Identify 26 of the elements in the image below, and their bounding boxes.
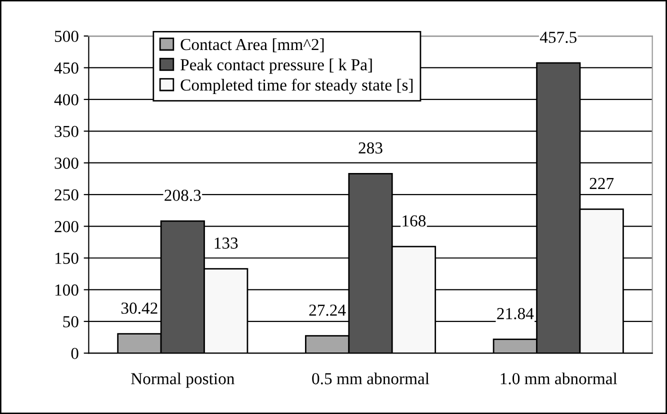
data-label: 208.3 — [164, 190, 201, 202]
y-tick-label: 400 — [54, 94, 78, 106]
y-tick-label: 150 — [55, 252, 78, 264]
y-tick-label: 250 — [54, 189, 78, 201]
data-label: 168 — [402, 215, 426, 227]
y-tick-label: 200 — [54, 220, 78, 232]
data-label: 457.5 — [540, 32, 576, 43]
legend-label: Completed time for steady state [s] — [180, 78, 413, 94]
y-tick-label: 450 — [54, 62, 78, 74]
data-label: 21.84 — [497, 308, 534, 320]
x-tick-label: 0.5 mm abnormal — [312, 372, 430, 384]
data-label: 227 — [590, 178, 614, 189]
y-tick-label: 50 — [63, 316, 78, 328]
legend-label: Contact Area [mm^2] — [180, 38, 324, 52]
y-tick-label: 350 — [54, 126, 78, 138]
data-label: 133 — [214, 238, 238, 249]
y-tick-label: 500 — [54, 30, 78, 42]
data-label: 27.24 — [309, 304, 346, 316]
data-label: 283 — [358, 142, 382, 154]
x-tick-label: Normal postion — [131, 372, 234, 388]
y-tick-label: 0 — [71, 348, 78, 360]
x-tick-label: 1.0 mm abnormal — [500, 372, 618, 384]
y-tick-label: 100 — [55, 284, 78, 296]
data-label: 30.42 — [121, 302, 158, 314]
y-tick-label: 300 — [54, 158, 78, 169]
legend-label: Peak contact pressure [ k Pa] — [180, 58, 372, 74]
